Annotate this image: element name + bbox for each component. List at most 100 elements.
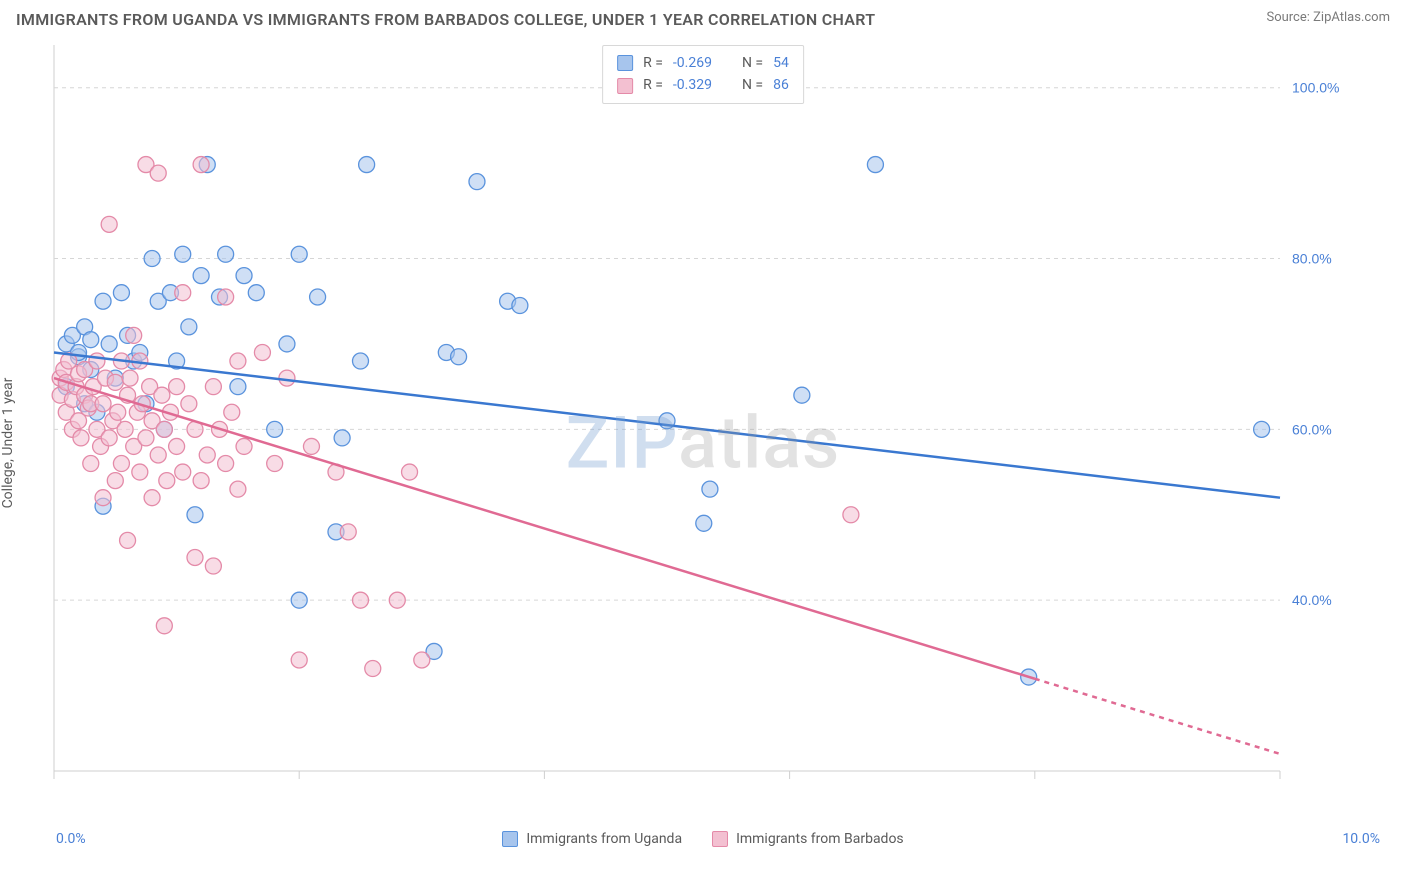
data-point [451,349,467,365]
data-point [113,285,129,301]
data-point [218,456,234,472]
data-point [193,473,209,489]
legend-swatch [712,831,728,847]
data-point [218,246,234,262]
chart-title: IMMIGRANTS FROM UGANDA VS IMMIGRANTS FRO… [16,10,875,29]
data-point [389,592,405,608]
data-point [199,447,215,463]
data-point [169,438,185,454]
data-point [187,549,203,565]
data-point [117,421,133,437]
data-point [175,285,191,301]
data-point [1254,421,1270,437]
data-point [144,251,160,267]
data-point [95,293,111,309]
data-point [150,165,166,181]
data-point [113,456,129,472]
data-point [334,430,350,446]
data-point [267,456,283,472]
data-point [279,370,295,386]
data-point [101,216,117,232]
data-point [205,379,221,395]
svg-text:100.0%: 100.0% [1292,80,1339,96]
data-point [236,268,252,284]
legend-swatch [502,831,518,847]
data-point [267,421,283,437]
data-point [83,456,99,472]
data-point [181,319,197,335]
n-value: 54 [773,52,789,74]
data-point [95,490,111,506]
data-point [353,353,369,369]
data-point [156,421,172,437]
data-point [159,473,175,489]
data-point [126,327,142,343]
n-value: 86 [773,74,789,96]
data-point [279,336,295,352]
data-point [154,387,170,403]
r-value: -0.269 [673,52,712,74]
data-point [205,558,221,574]
series-swatch [617,78,633,94]
trend-line [54,378,1035,679]
data-point [248,285,264,301]
data-point [169,379,185,395]
data-point [291,246,307,262]
svg-text:60.0%: 60.0% [1292,421,1332,437]
data-point [236,438,252,454]
r-value: -0.329 [673,74,712,96]
stats-row: R = -0.329N = 86 [617,74,789,96]
data-point [107,473,123,489]
y-axis-label: College, Under 1 year [0,378,16,509]
data-point [291,592,307,608]
data-point [843,507,859,523]
stats-legend-box: R = -0.269N = 54R = -0.329N = 86 [602,45,804,104]
scatter-plot: 40.0%60.0%80.0%100.0% [50,41,1360,801]
data-point [794,387,810,403]
data-point [175,246,191,262]
data-point [702,481,718,497]
data-point [291,652,307,668]
legend-label: Immigrants from Barbados [736,831,904,847]
data-point [696,515,712,531]
data-point [122,370,138,386]
legend-item: Immigrants from Uganda [502,831,682,847]
data-point [187,507,203,523]
data-point [340,524,356,540]
data-point [402,464,418,480]
svg-text:40.0%: 40.0% [1292,592,1332,608]
data-point [230,481,246,497]
header: IMMIGRANTS FROM UGANDA VS IMMIGRANTS FRO… [0,0,1406,33]
data-point [144,490,160,506]
data-point [73,430,89,446]
data-point [101,430,117,446]
data-point [95,396,111,412]
data-point [353,592,369,608]
data-point [193,157,209,173]
data-point [181,396,197,412]
trend-line [54,352,1280,497]
data-point [110,404,126,420]
legend-label: Immigrants from Uganda [526,831,682,847]
data-point [120,532,136,548]
data-point [83,332,99,348]
data-point [469,174,485,190]
data-point [107,374,123,390]
data-point [138,430,154,446]
data-point [175,464,191,480]
data-point [512,298,528,314]
source-name: ZipAtlas.com [1313,10,1390,25]
data-point [303,438,319,454]
data-point [132,464,148,480]
data-point [867,157,883,173]
source-label: Source: ZipAtlas.com [1266,10,1390,25]
data-point [359,157,375,173]
legend-item: Immigrants from Barbados [712,831,904,847]
data-point [150,447,166,463]
data-point [224,404,240,420]
series-swatch [617,55,633,71]
data-point [101,336,117,352]
data-point [89,353,105,369]
trend-line-dashed [1035,679,1280,754]
chart-area: College, Under 1 year 40.0%60.0%80.0%100… [0,33,1406,853]
